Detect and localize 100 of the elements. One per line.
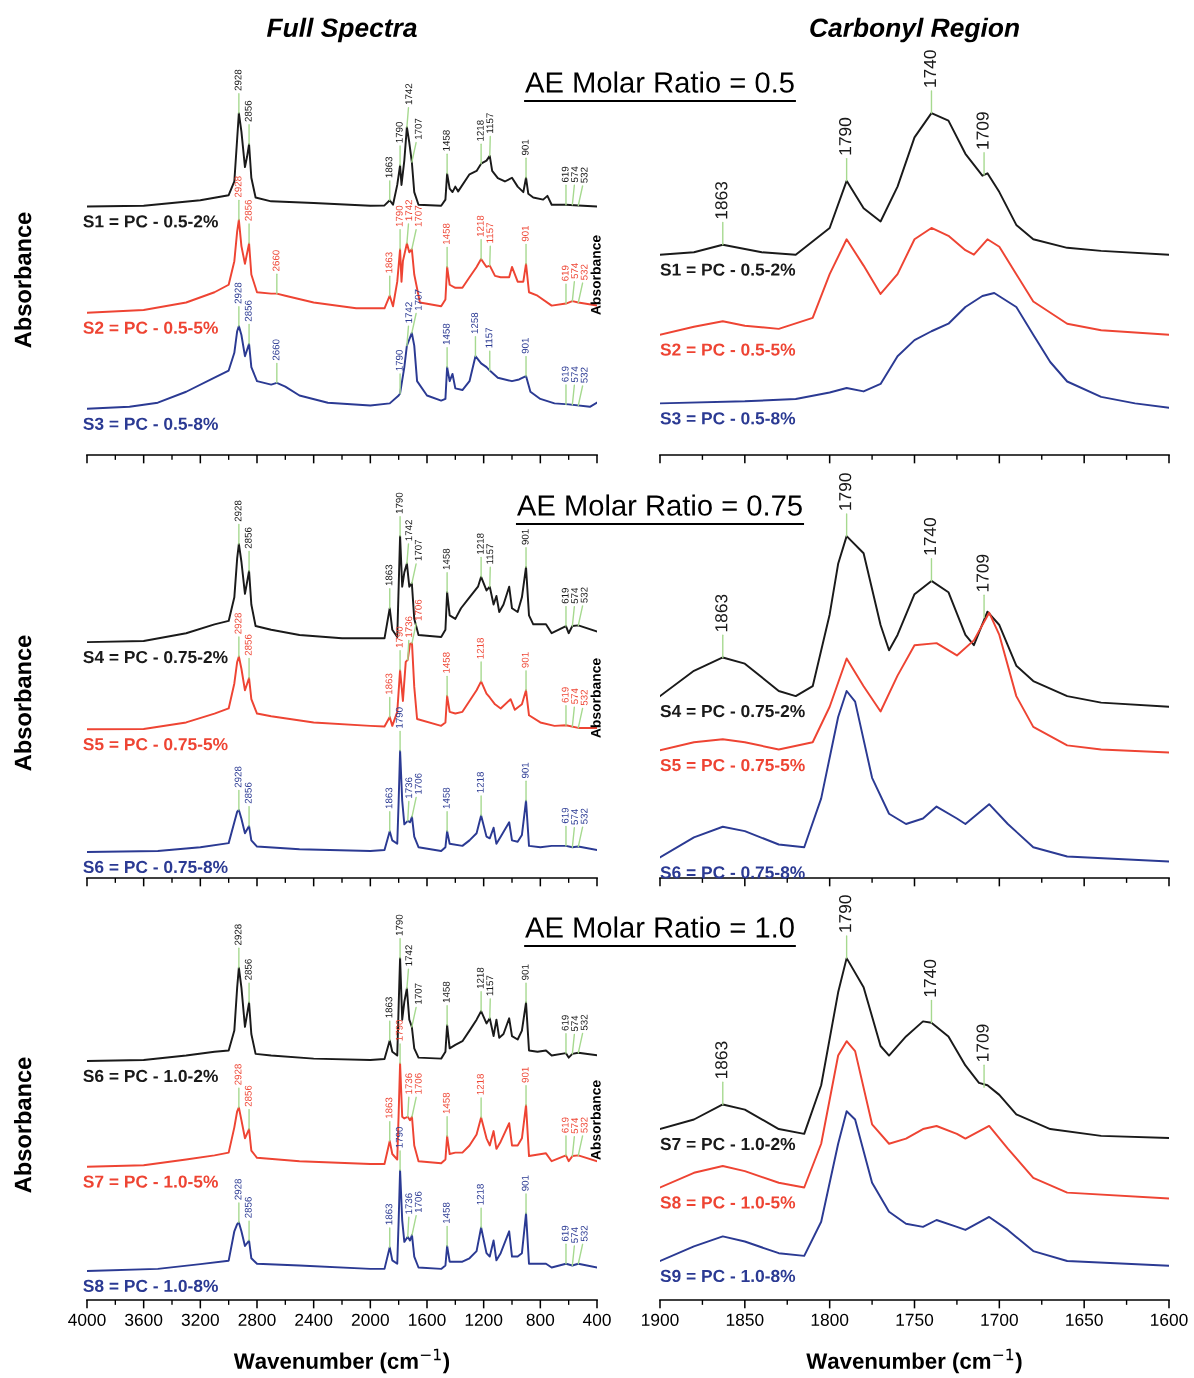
annotation: 574	[571, 688, 579, 704]
annotation: 1742	[405, 83, 413, 105]
annotation: 1218	[476, 1074, 484, 1095]
annotation: 901	[521, 964, 529, 980]
annotation: 901	[521, 652, 529, 668]
annotation: 2928	[234, 69, 242, 91]
series-label: S1 = PC - 0.5-2%	[83, 215, 218, 228]
annotation: 1740	[923, 959, 937, 997]
annotation: 2856	[244, 1085, 252, 1107]
annotation: 901	[521, 1175, 529, 1191]
annotation: 1863	[385, 564, 393, 586]
series-label: S1 = PC - 0.5-2%	[660, 263, 796, 276]
annotation: 1790	[395, 626, 403, 648]
x-tick-label: 2000	[351, 1313, 389, 1326]
annotation: 619	[561, 366, 569, 382]
series-label: S2 = PC - 0.5-5%	[660, 343, 796, 356]
annotation: 574	[571, 263, 579, 279]
y2-axis-title: Absorbance	[590, 1080, 601, 1160]
annotation: 1742	[405, 302, 413, 323]
annotation: 1258	[471, 312, 479, 334]
annotation: 2856	[244, 199, 252, 221]
annotation: 532	[580, 587, 588, 603]
annotation: 619	[561, 807, 569, 824]
series-label: S3 = PC - 0.5-8%	[660, 412, 796, 425]
annotation: 901	[521, 225, 529, 242]
text: AE Molar Ratio = 1.0	[525, 916, 794, 938]
annotation: 2928	[234, 766, 242, 788]
annotation: 2856	[244, 1197, 252, 1218]
annotation: 532	[580, 1225, 588, 1242]
annotation: 2856	[244, 634, 252, 656]
x-tick-label: 1600	[409, 1313, 446, 1326]
annotation: 1707	[414, 983, 422, 1004]
annotation: 1790	[395, 349, 403, 371]
annotation: 532	[580, 808, 588, 824]
annotation: 1706	[414, 773, 422, 794]
y-axis-title: Absorbance	[14, 212, 32, 348]
series-label: S8 = PC - 1.0-5%	[660, 1196, 796, 1209]
x-tick-label: 2400	[295, 1313, 333, 1326]
x-tick-label: 3600	[125, 1313, 163, 1326]
annotation: 2928	[234, 176, 242, 198]
annotation: 1740	[923, 517, 937, 555]
chart-title: Full Spectra	[266, 17, 417, 43]
annotation: 901	[521, 529, 529, 545]
annotation: 1458	[442, 652, 450, 673]
annotation: 619	[561, 265, 569, 281]
annotation: 1863	[385, 787, 393, 809]
annotation: 1863	[715, 1041, 728, 1079]
annotation: 1157	[486, 222, 494, 243]
annotation: 1863	[385, 997, 393, 1018]
annotation: 1218	[476, 120, 484, 141]
annotation: 2928	[234, 924, 242, 945]
annotation: 532	[580, 1014, 588, 1031]
series-label: S7 = PC - 1.0-2%	[660, 1137, 796, 1151]
annotation: 1742	[405, 520, 413, 541]
annotation: 619	[561, 1117, 569, 1133]
annotation: 1458	[442, 548, 450, 570]
annotation: 901	[521, 338, 529, 354]
annotation: 1218	[476, 772, 484, 793]
x-tick-label: 4000	[68, 1313, 106, 1326]
annotation: 2928	[234, 500, 242, 522]
annotation: 901	[521, 762, 529, 779]
annotation: 1458	[442, 981, 450, 1003]
series-label: S9 = PC - 1.0-8%	[660, 1269, 796, 1283]
annotation: 1863	[385, 156, 393, 178]
annotation: 1458	[442, 323, 450, 345]
annotation: 2856	[244, 300, 252, 322]
annotation: 1790	[395, 205, 403, 227]
annotation: 1863	[385, 673, 393, 695]
series-label: S2 = PC - 0.5-5%	[83, 321, 218, 334]
annotation: 532	[580, 1117, 588, 1133]
annotation: 1790	[395, 492, 403, 514]
annotation: 1742	[405, 200, 413, 221]
annotation: 1863	[715, 594, 728, 632]
annotation: 574	[571, 809, 579, 825]
annotation: 1707	[414, 539, 422, 561]
annotation: 619	[561, 687, 569, 703]
annotation: 1218	[476, 533, 484, 554]
series-label: S6 = PC - 0.75-8%	[83, 860, 228, 874]
annotation: 1458	[442, 1202, 450, 1224]
series-label: S6 = PC - 1.0-2%	[83, 1069, 218, 1083]
annotation: 2928	[234, 613, 242, 634]
annotation: 1157	[485, 327, 493, 348]
annotation: 2928	[234, 282, 242, 304]
annotation: 574	[571, 1117, 579, 1134]
annotation: 1790	[839, 895, 852, 932]
annotation: 1706	[414, 599, 422, 621]
annotation: 1707	[414, 118, 422, 140]
annotation: 619	[561, 588, 569, 604]
annotation: 1709	[976, 112, 989, 149]
annotation: 1707	[414, 205, 422, 227]
annotation: 574	[571, 366, 579, 383]
annotation: 1736	[405, 777, 413, 798]
annotation: 1218	[476, 637, 484, 659]
x-tick-label: 1200	[465, 1313, 503, 1326]
annotation: 1218	[476, 967, 484, 989]
annotation: 532	[580, 367, 588, 383]
text: AE Molar Ratio = 0.75	[516, 494, 802, 516]
annotation: 532	[580, 167, 588, 183]
series-label: S4 = PC - 0.75-2%	[83, 650, 228, 664]
annotation: 574	[571, 587, 579, 604]
